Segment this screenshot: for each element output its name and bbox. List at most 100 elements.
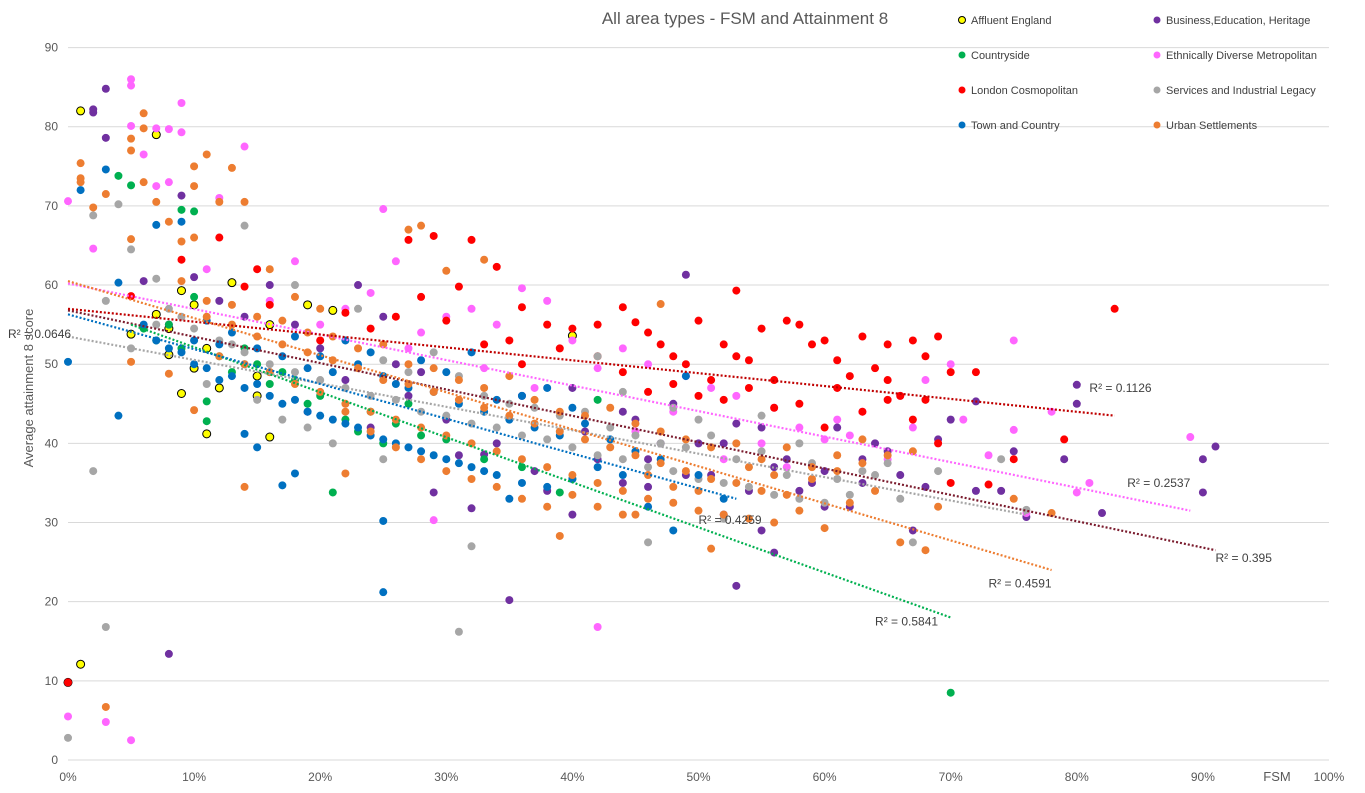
data-point <box>644 482 653 491</box>
data-point <box>757 423 766 432</box>
r-squared-label: R² = 0.0646 <box>8 327 71 341</box>
legend-marker <box>1153 51 1161 59</box>
data-point <box>190 207 199 216</box>
y-tick-label: 50 <box>45 357 59 371</box>
data-point <box>227 163 236 172</box>
data-point <box>404 360 413 369</box>
data-point <box>442 455 451 464</box>
data-point <box>76 186 85 195</box>
data-point <box>593 395 602 404</box>
data-point <box>681 435 690 444</box>
data-point <box>190 233 199 242</box>
trendline <box>67 280 1052 572</box>
data-point <box>1198 455 1207 464</box>
data-point <box>971 486 980 495</box>
data-point <box>517 303 526 312</box>
data-point <box>454 627 463 636</box>
data-point <box>757 324 766 333</box>
data-point <box>631 431 640 440</box>
data-point <box>265 432 275 442</box>
data-point <box>328 415 337 424</box>
data-point <box>858 478 867 487</box>
data-point <box>265 281 274 290</box>
data-point <box>1009 455 1018 464</box>
data-point <box>328 305 338 315</box>
data-point <box>354 304 363 313</box>
data-point <box>190 162 199 171</box>
data-point <box>253 344 262 353</box>
data-point <box>694 506 703 515</box>
data-point <box>505 596 514 605</box>
data-point <box>152 274 161 283</box>
data-point <box>1198 488 1207 497</box>
data-point <box>190 182 199 191</box>
data-point <box>744 356 753 365</box>
data-point <box>1009 494 1018 503</box>
data-point <box>379 516 388 525</box>
data-point <box>176 286 186 296</box>
data-point <box>467 542 476 551</box>
x-tick-label: 70% <box>939 770 963 784</box>
data-point <box>568 336 577 345</box>
data-point <box>644 502 653 511</box>
trendlines <box>67 280 1216 619</box>
data-point <box>316 344 325 353</box>
data-point <box>227 300 236 309</box>
data-point <box>858 407 867 416</box>
data-point <box>442 411 451 420</box>
legend-label: Services and Industrial Legacy <box>1166 85 1316 97</box>
data-point <box>669 467 678 476</box>
data-point <box>694 415 703 424</box>
data-point <box>127 181 136 190</box>
data-point <box>618 407 627 416</box>
data-point <box>404 235 413 244</box>
data-point <box>1211 442 1220 451</box>
x-tick-label: 60% <box>813 770 837 784</box>
x-tick-label: 10% <box>182 770 206 784</box>
data-point <box>467 474 476 483</box>
data-point <box>240 383 249 392</box>
data-point <box>202 429 212 439</box>
data-point <box>669 352 678 361</box>
data-point <box>618 510 627 519</box>
data-point <box>1072 380 1081 389</box>
data-point <box>429 451 438 460</box>
data-point <box>593 623 602 632</box>
legend-marker <box>958 51 966 59</box>
data-point <box>997 486 1006 495</box>
data-point <box>202 265 211 274</box>
data-point <box>480 467 489 476</box>
data-point <box>593 364 602 373</box>
x-tick-label: 40% <box>560 770 584 784</box>
data-points <box>63 75 1220 745</box>
data-point <box>644 387 653 396</box>
data-point <box>669 380 678 388</box>
r-squared-labels: R² = 0.395 R² = 0.5841 R² = 0.2537 R² = 0.1… <box>8 327 1272 628</box>
data-point <box>417 407 426 416</box>
legend-marker <box>958 86 966 94</box>
data-point <box>76 178 85 187</box>
data-point <box>555 531 564 540</box>
data-point <box>202 380 211 388</box>
data-point <box>190 273 199 282</box>
data-point <box>101 165 110 174</box>
data-point <box>404 368 413 377</box>
data-point <box>429 348 438 357</box>
data-point <box>454 459 463 468</box>
data-point <box>202 397 211 406</box>
data-point <box>719 340 728 349</box>
data-point <box>921 395 930 404</box>
data-point <box>795 399 804 408</box>
data-point <box>177 128 186 137</box>
data-point <box>934 439 943 448</box>
data-point <box>757 447 766 456</box>
x-tick-label: 90% <box>1191 770 1215 784</box>
data-point <box>517 494 526 503</box>
data-point <box>202 364 211 373</box>
data-point <box>719 478 728 487</box>
data-point <box>581 411 590 420</box>
data-point <box>454 376 463 385</box>
data-point <box>303 423 312 432</box>
data-point <box>290 292 299 301</box>
data-point <box>177 255 186 264</box>
